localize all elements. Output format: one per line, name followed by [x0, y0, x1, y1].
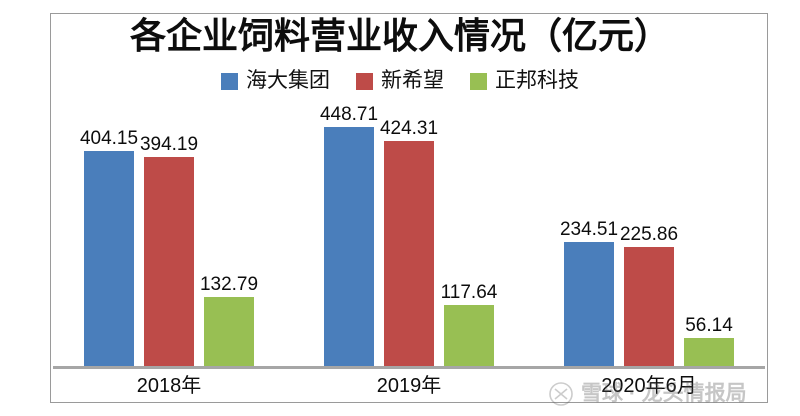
chart-plot-area: 404.15 394.19 132.79 448.71 424.31 117.64 234.… [50, 100, 768, 368]
bar-group-1: 448.71 424.31 117.64 [320, 100, 497, 368]
bar-0-0[interactable] [84, 151, 134, 368]
bar-value-label-2-2: 56.14 [685, 315, 733, 336]
legend-swatch-icon-series-1 [356, 72, 373, 90]
legend-item-series-1[interactable]: 新希望 [356, 68, 444, 94]
category-label-0: 2018年 [136, 375, 202, 397]
bar-group-2: 234.51 225.86 56.14 [560, 100, 734, 368]
bar-value-label-1-1: 424.31 [379, 118, 439, 139]
bar-1-0[interactable] [324, 127, 374, 368]
legend-label-series-1: 新希望 [381, 69, 444, 92]
bar-1-2[interactable] [444, 305, 494, 368]
bar-0-1[interactable] [144, 157, 194, 368]
bar-value-label-2-1: 225.86 [619, 224, 679, 245]
bar-0-2[interactable] [204, 297, 254, 368]
bar-value-label-1-0: 448.71 [319, 104, 379, 125]
bar-2-1[interactable] [624, 247, 674, 368]
legend-item-series-2[interactable]: 正邦科技 [470, 68, 579, 94]
bar-2-2[interactable] [684, 338, 734, 368]
legend-swatch-icon-series-0 [221, 72, 238, 90]
bar-group-0: 404.15 394.19 132.79 [80, 100, 258, 368]
bar-value-label-2-0: 234.51 [559, 219, 619, 240]
bar-1-1[interactable] [384, 141, 434, 368]
bar-value-label-1-2: 117.64 [440, 282, 498, 303]
chart-title: 各企业饲料营业收入情况（亿元） [129, 15, 670, 56]
bar-value-label-0-2: 132.79 [199, 274, 259, 295]
legend-item-series-0[interactable]: 海大集团 [221, 68, 330, 94]
chart-category-axis: 2018年 2019年 2020年6月 [50, 370, 768, 402]
chart-baseline-axis [53, 366, 765, 369]
legend-label-series-2: 正邦科技 [495, 69, 579, 92]
category-label-2: 2020年6月 [601, 375, 697, 397]
legend-swatch-icon-series-2 [470, 72, 487, 90]
legend-label-series-0: 海大集团 [246, 69, 330, 92]
bar-value-label-0-1: 394.19 [139, 134, 199, 155]
chart-legend: 海大集团 新希望 正邦科技 [0, 68, 800, 94]
bar-2-0[interactable] [564, 242, 614, 368]
category-label-1: 2019年 [376, 375, 442, 397]
bar-value-label-0-0: 404.15 [79, 128, 139, 149]
